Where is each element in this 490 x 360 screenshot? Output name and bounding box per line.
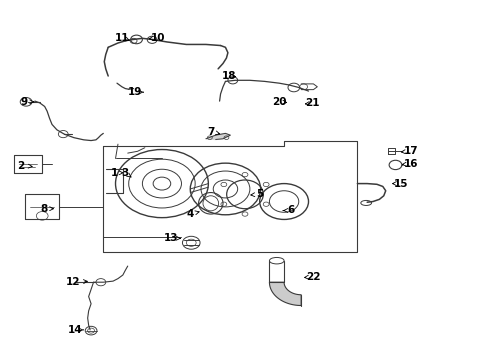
- Text: 20: 20: [272, 97, 287, 107]
- Text: 7: 7: [207, 127, 215, 136]
- Text: 12: 12: [66, 277, 80, 287]
- PathPatch shape: [270, 282, 301, 306]
- Text: 11: 11: [115, 33, 129, 42]
- Text: 17: 17: [404, 146, 418, 156]
- Polygon shape: [206, 134, 230, 139]
- Text: 15: 15: [394, 179, 409, 189]
- Text: 14: 14: [68, 325, 82, 335]
- Text: 18: 18: [222, 71, 237, 81]
- Text: 2: 2: [18, 161, 25, 171]
- Text: 19: 19: [128, 87, 142, 97]
- Text: 8: 8: [40, 204, 48, 214]
- Text: 21: 21: [305, 98, 319, 108]
- Text: 16: 16: [404, 159, 418, 169]
- Text: 3: 3: [122, 168, 129, 178]
- Text: 13: 13: [164, 233, 178, 243]
- Text: 1: 1: [110, 168, 118, 178]
- Text: 6: 6: [288, 206, 295, 216]
- Text: 5: 5: [256, 189, 263, 199]
- Text: 10: 10: [151, 33, 165, 42]
- Text: 4: 4: [187, 209, 194, 219]
- Text: 9: 9: [21, 97, 28, 107]
- Text: 22: 22: [306, 272, 320, 282]
